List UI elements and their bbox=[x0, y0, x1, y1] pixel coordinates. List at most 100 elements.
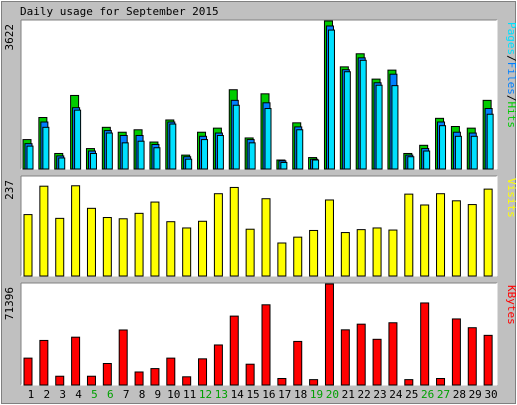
legend-pages-files-hits-part: / bbox=[505, 55, 517, 62]
bar-pages-day-21 bbox=[343, 71, 351, 170]
bar-visits-day-27 bbox=[436, 193, 446, 277]
top-panel-ymax-label: 3622 bbox=[3, 24, 16, 51]
x-tick-label-day-13: 13 bbox=[215, 388, 228, 401]
bar-kbytes-day-23 bbox=[372, 338, 382, 386]
bar-pages-day-16 bbox=[264, 108, 272, 170]
bar-pages-day-1 bbox=[26, 145, 34, 170]
bar-pages-day-30 bbox=[486, 113, 494, 170]
bar-kbytes-day-19 bbox=[309, 379, 319, 386]
bar-pages-day-3 bbox=[58, 157, 66, 170]
bar-pages-day-5 bbox=[89, 152, 97, 170]
bar-visits-day-24 bbox=[388, 229, 398, 277]
legend-visits-part: Visits bbox=[505, 178, 517, 218]
bar-pages-day-26 bbox=[423, 150, 431, 170]
bar-kbytes-day-22 bbox=[356, 323, 366, 386]
bar-kbytes-day-4 bbox=[71, 336, 81, 386]
bar-visits-day-14 bbox=[229, 186, 239, 277]
bar-visits-day-12 bbox=[198, 220, 208, 277]
legend-pages-files-hits: Pages/Files/Hits bbox=[505, 22, 517, 128]
bar-visits-day-17 bbox=[277, 242, 287, 277]
bar-pages-day-24 bbox=[391, 85, 399, 170]
bar-pages-day-29 bbox=[470, 135, 478, 170]
x-tick-label-day-27: 27 bbox=[437, 388, 450, 401]
x-tick-label-day-11: 11 bbox=[183, 388, 196, 401]
chart-title: Daily usage for September 2015 bbox=[20, 5, 219, 18]
bar-visits-day-8 bbox=[134, 212, 144, 277]
bar-visits-day-29 bbox=[467, 204, 477, 277]
bar-visits-day-16 bbox=[261, 198, 271, 277]
bar-kbytes-day-5 bbox=[86, 375, 96, 386]
x-tick-label-day-7: 7 bbox=[123, 388, 130, 401]
bar-visits-day-3 bbox=[55, 217, 65, 277]
x-tick-label-day-8: 8 bbox=[139, 388, 146, 401]
bar-kbytes-day-21 bbox=[340, 329, 350, 386]
bar-visits-day-28 bbox=[451, 200, 461, 277]
x-tick-label-day-24: 24 bbox=[389, 388, 403, 401]
bar-kbytes-day-6 bbox=[102, 362, 112, 386]
bar-visits-day-30 bbox=[483, 188, 493, 277]
x-tick-label-day-23: 23 bbox=[373, 388, 386, 401]
bar-pages-day-6 bbox=[105, 132, 113, 170]
legend-pages-files-hits-part: Files bbox=[505, 62, 517, 95]
bar-kbytes-day-3 bbox=[55, 375, 65, 386]
bar-pages-day-8 bbox=[137, 140, 145, 170]
bar-pages-day-14 bbox=[232, 104, 240, 170]
bar-pages-day-13 bbox=[216, 134, 224, 170]
bar-kbytes-day-16 bbox=[261, 304, 271, 386]
bar-visits-day-18 bbox=[293, 236, 303, 277]
bar-visits-day-26 bbox=[420, 204, 430, 277]
legend-pages-files-hits-part: Pages bbox=[505, 22, 517, 55]
x-tick-label-day-21: 21 bbox=[342, 388, 355, 401]
bar-pages-day-4 bbox=[74, 109, 82, 170]
bar-kbytes-day-10 bbox=[166, 357, 176, 386]
x-tick-label-day-22: 22 bbox=[358, 388, 371, 401]
bar-kbytes-day-17 bbox=[277, 377, 287, 386]
x-tick-label-day-10: 10 bbox=[167, 388, 180, 401]
bottom-panel-ymax-label: 71396 bbox=[3, 287, 16, 320]
x-tick-label-day-25: 25 bbox=[405, 388, 418, 401]
x-tick-label-day-3: 3 bbox=[59, 388, 66, 401]
x-tick-label-day-19: 19 bbox=[310, 388, 323, 401]
bar-pages-day-27 bbox=[439, 125, 447, 170]
bar-kbytes-day-20 bbox=[324, 283, 334, 386]
x-tick-label-day-4: 4 bbox=[75, 388, 82, 401]
bar-kbytes-day-18 bbox=[293, 340, 303, 386]
bar-pages-day-23 bbox=[375, 84, 383, 170]
bar-visits-day-10 bbox=[166, 221, 176, 277]
legend-pages-files-hits-part: / bbox=[505, 95, 517, 102]
pages-files-hits-panel-background bbox=[21, 20, 497, 169]
bar-pages-day-19 bbox=[312, 159, 320, 170]
x-tick-label-day-2: 2 bbox=[43, 388, 50, 401]
bar-kbytes-day-7 bbox=[118, 329, 128, 386]
bar-pages-day-7 bbox=[121, 142, 129, 170]
bar-kbytes-day-24 bbox=[388, 322, 398, 386]
bar-pages-day-18 bbox=[296, 129, 304, 170]
bar-pages-day-10 bbox=[169, 123, 177, 170]
x-tick-label-day-12: 12 bbox=[199, 388, 212, 401]
legend-pages-files-hits-part: Hits bbox=[505, 102, 517, 129]
x-tick-label-day-1: 1 bbox=[28, 388, 35, 401]
bar-kbytes-day-13 bbox=[213, 344, 223, 386]
bar-visits-day-9 bbox=[150, 201, 160, 277]
bar-visits-day-13 bbox=[213, 193, 223, 277]
bar-visits-day-21 bbox=[340, 232, 350, 277]
bar-pages-day-28 bbox=[454, 135, 462, 170]
x-tick-label-day-20: 20 bbox=[326, 388, 339, 401]
bar-visits-day-20 bbox=[324, 199, 334, 277]
x-tick-label-day-9: 9 bbox=[155, 388, 162, 401]
bar-visits-day-2 bbox=[39, 185, 49, 277]
x-tick-label-day-29: 29 bbox=[469, 388, 482, 401]
bar-visits-day-5 bbox=[86, 207, 96, 277]
x-tick-label-day-5: 5 bbox=[91, 388, 98, 401]
bar-kbytes-day-12 bbox=[198, 358, 208, 386]
x-tick-label-day-6: 6 bbox=[107, 388, 114, 401]
x-tick-label-day-14: 14 bbox=[231, 388, 245, 401]
bar-kbytes-day-9 bbox=[150, 368, 160, 386]
x-tick-label-day-26: 26 bbox=[421, 388, 434, 401]
bar-kbytes-day-2 bbox=[39, 339, 49, 386]
bar-kbytes-day-30 bbox=[483, 334, 493, 386]
bar-visits-day-1 bbox=[23, 214, 33, 277]
x-tick-label-day-28: 28 bbox=[453, 388, 466, 401]
